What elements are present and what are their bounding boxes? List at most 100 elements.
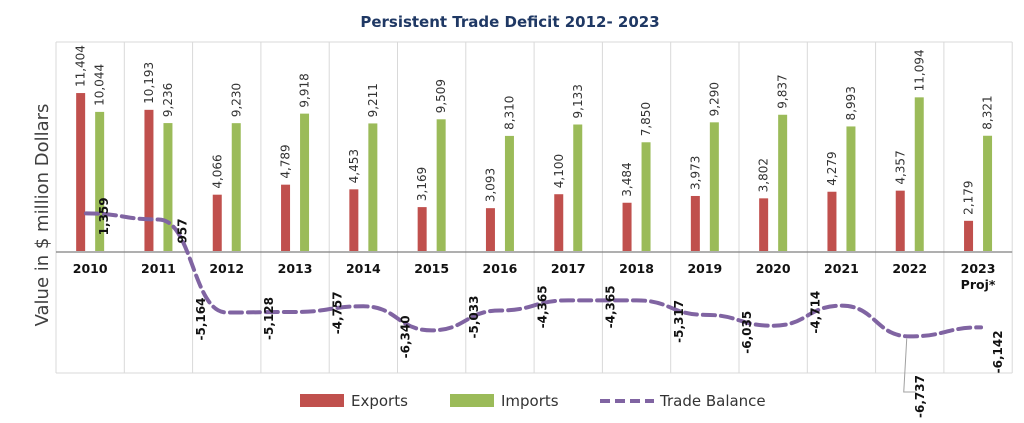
imports-bar [95,111,105,252]
exports-value-label: 4,357 [893,150,907,184]
category-cells [55,41,1013,374]
exports-value-label: 4,066 [210,154,224,188]
exports-value-label: 3,093 [483,168,497,202]
exports-bar [76,93,86,252]
imports-value-label: 8,993 [844,86,858,120]
exports-value-label: 3,484 [620,162,634,196]
trade-balance-value-label: -5,128 [262,297,276,340]
category-label: 2010 [73,261,108,276]
imports-value-label: 9,230 [229,83,243,117]
bars-layer [76,93,993,252]
imports-bar [709,122,719,252]
exports-value-label: 2,179 [962,180,976,214]
category-label: 2015 [414,261,449,276]
labels-layer: 11,404 10,044 2010 10,193 9,236 2011 4,066 9,23… [73,45,1005,418]
legend: Exports Imports Trade Balance [300,392,766,410]
imports-bar [163,123,173,251]
trade-balance-value-label: -4,365 [604,285,618,328]
imports-bar [914,97,924,251]
imports-value-label: 8,321 [981,95,995,129]
exports-bar [895,190,905,251]
category-label: 2018 [619,261,654,276]
exports-value-label: 4,100 [552,154,566,188]
trade-balance-value-label: -6,340 [399,315,413,358]
imports-bar [846,126,856,251]
exports-bar [281,184,291,251]
trade-balance-value-label: -4,714 [808,291,822,334]
trade-balance-value-label: -4,757 [330,291,344,334]
imports-bar [231,123,241,251]
imports-bar [778,114,788,251]
exports-bar [690,195,700,251]
category-label: 2017 [551,261,586,276]
trade-balance-value-label: -5,164 [194,298,208,341]
imports-value-label: 9,290 [707,82,721,116]
exports-bar [554,194,564,251]
legend-imports-label: Imports [501,392,559,410]
exports-bar [622,202,632,251]
exports-bar [485,208,495,251]
trade-balance-value-label: 1,359 [97,197,111,235]
imports-value-label: 9,133 [571,84,585,118]
imports-value-label: 11,094 [912,49,926,91]
trade-balance-value-label: -6,142 [991,330,1005,373]
trade-balance-value-label: -5,033 [467,296,481,339]
exports-value-label: 3,973 [688,156,702,190]
trade-balance-value-label: 957 [175,218,189,243]
imports-bar [300,113,310,251]
category-label: 2019 [687,261,722,276]
exports-value-label: 4,279 [825,151,839,185]
legend-exports-label: Exports [351,392,408,410]
imports-bar [983,135,993,251]
category-label: 2012 [209,261,244,276]
category-label: 2020 [756,261,791,276]
legend-imports-swatch [450,394,494,407]
y-axis-label: Value in $ million Dollars [32,104,53,327]
imports-value-label: 8,310 [502,96,516,130]
balance-leader-line [903,338,916,393]
imports-bar [504,135,514,251]
exports-value-label: 3,169 [415,167,429,201]
legend-balance-label: Trade Balance [659,392,766,410]
imports-bar [641,142,651,251]
exports-bar [759,198,769,251]
exports-value-label: 10,193 [142,62,156,104]
imports-value-label: 9,509 [434,79,448,113]
category-label: 2014 [346,261,381,276]
exports-bar [212,194,222,251]
chart-title: Persistent Trade Deficit 2012- 2023 [360,13,659,31]
exports-bar [144,109,154,251]
category-label: 2013 [278,261,313,276]
exports-bar [827,191,837,251]
exports-value-label: 3,802 [757,158,771,192]
exports-value-label: 4,789 [279,144,293,178]
imports-value-label: 9,837 [776,74,790,108]
trade-balance-line [84,211,984,339]
exports-bar [964,220,974,251]
category-label: 2023 [961,261,996,276]
category-label: 2011 [141,261,176,276]
category-label: 2021 [824,261,859,276]
legend-exports-swatch [300,394,344,407]
imports-value-label: 9,918 [298,73,312,107]
imports-value-label: 9,211 [366,83,380,117]
exports-bar [349,189,359,251]
trade-balance-value-label: -6,737 [913,375,927,418]
exports-value-label: 4,453 [347,149,361,183]
trade-balance-layer [84,211,984,393]
imports-bar [368,123,378,251]
exports-value-label: 11,404 [74,45,88,87]
imports-bar [573,124,583,251]
category-label: 2022 [892,261,927,276]
imports-value-label: 9,236 [161,83,175,117]
category-sublabel: Proj* [961,277,996,292]
imports-bar [436,119,446,251]
trade-balance-value-label: -5,317 [672,300,686,343]
category-label: 2016 [483,261,518,276]
trade-balance-value-label: -4,365 [535,285,549,328]
imports-value-label: 10,044 [93,64,107,106]
trade-balance-value-label: -6,035 [740,311,754,354]
imports-value-label: 7,850 [639,102,653,136]
exports-bar [417,207,427,251]
